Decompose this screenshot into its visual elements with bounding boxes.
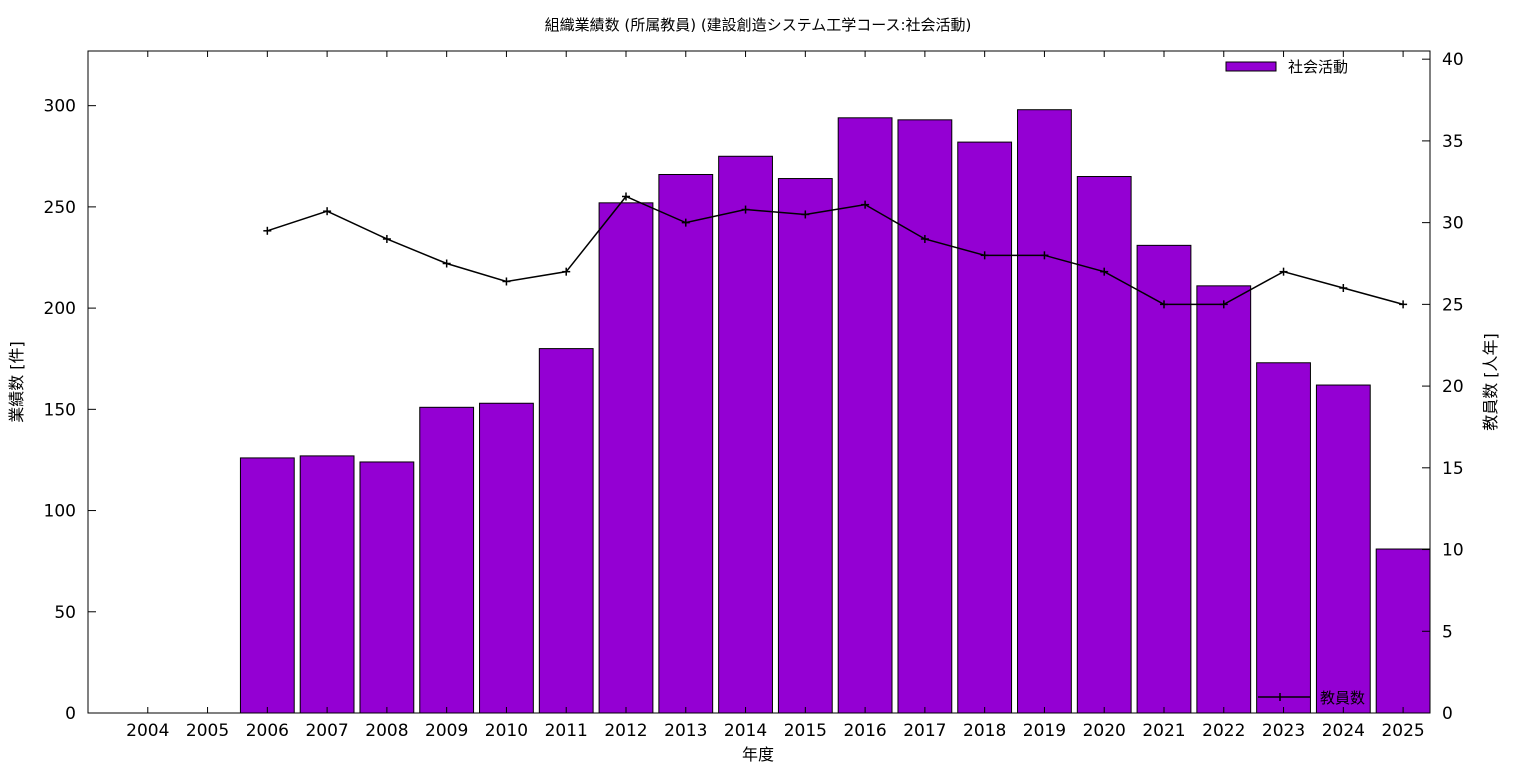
- point-2022: [1219, 300, 1228, 309]
- point-2021: [1159, 300, 1168, 309]
- point-2011: [562, 267, 571, 276]
- y2-axis-title: 教員数 [人年]: [1481, 333, 1500, 431]
- x-tick-label: 2024: [1322, 721, 1365, 741]
- x-tick-label: 2016: [843, 721, 886, 741]
- y2-tick-label: 10: [1442, 541, 1464, 561]
- point-2013: [681, 218, 690, 227]
- bar-2022: [1196, 285, 1252, 714]
- y2-tick-label: 5: [1442, 622, 1453, 642]
- x-tick-label: 2014: [724, 721, 767, 741]
- point-2009: [442, 259, 451, 268]
- x-tick-label: 2010: [485, 721, 528, 741]
- point-2024: [1339, 284, 1348, 293]
- y-tick-label: 100: [44, 502, 76, 522]
- point-2020: [1100, 267, 1109, 276]
- y2-tick-label: 40: [1442, 50, 1464, 70]
- x-tick-label: 2025: [1381, 721, 1424, 741]
- bar-2025: [1375, 548, 1431, 714]
- point-2010: [502, 277, 511, 286]
- bar-2019: [1017, 109, 1072, 714]
- bar-2024: [1315, 384, 1371, 714]
- bar-2011: [538, 348, 594, 714]
- y-axis-title: 業績数 [件]: [7, 341, 26, 423]
- x-tick-label: 2021: [1142, 721, 1185, 741]
- y2-tick-label: 35: [1442, 132, 1464, 152]
- bar-2015: [777, 178, 833, 714]
- x-tick-label: 2009: [425, 721, 468, 741]
- point-2014: [741, 205, 750, 214]
- x-tick-label: 2017: [903, 721, 946, 741]
- x-tick-label: 2005: [186, 721, 229, 741]
- x-tick-label: 2019: [1023, 721, 1066, 741]
- y-tick-label: 0: [65, 704, 76, 724]
- x-tick-label: 2007: [305, 721, 348, 741]
- point-2018: [980, 251, 989, 260]
- y-tick-label: 250: [44, 198, 76, 218]
- x-tick-label: 2004: [126, 721, 169, 741]
- bar-2010: [479, 402, 534, 714]
- legend-item-line: 教員数: [1258, 689, 1365, 707]
- bar-2016: [837, 117, 893, 714]
- bar-2013: [658, 173, 714, 714]
- bars-layer: [239, 109, 1431, 714]
- x-tick-label: 2023: [1262, 721, 1305, 741]
- legend-label-bar: 社会活動: [1288, 58, 1348, 76]
- bar-2009: [419, 406, 475, 714]
- bar-2012: [598, 202, 654, 714]
- point-2023: [1279, 267, 1288, 276]
- line-layer: [263, 192, 1408, 309]
- bar-2020: [1076, 176, 1132, 714]
- y2-tick-label: 25: [1442, 295, 1464, 315]
- point-2007: [323, 207, 332, 216]
- y-tick-label: 300: [44, 97, 76, 117]
- point-2016: [861, 200, 870, 209]
- bar-2023: [1256, 362, 1311, 714]
- y-tick-label: 50: [54, 603, 76, 623]
- point-2019: [1040, 251, 1049, 260]
- point-2012: [621, 192, 630, 201]
- y2-tick-label: 20: [1442, 377, 1464, 397]
- bar-2014: [718, 155, 773, 714]
- plot-frame: [87, 50, 1431, 714]
- x-tick-label: 2013: [664, 721, 707, 741]
- bar-2007: [299, 455, 355, 714]
- bar-2021: [1136, 244, 1192, 714]
- x-tick-label: 2022: [1202, 721, 1245, 741]
- x-tick-label: 2015: [784, 721, 827, 741]
- y-tick-label: 150: [44, 400, 76, 420]
- point-2008: [382, 234, 391, 243]
- point-2017: [920, 234, 929, 243]
- point-2025: [1399, 300, 1408, 309]
- legend-item-bar: 社会活動: [1225, 58, 1348, 76]
- x-tick-label: 2012: [604, 721, 647, 741]
- x-axis-title: 年度: [742, 745, 774, 764]
- x-tick-label: 2018: [963, 721, 1006, 741]
- y2-tick-label: 15: [1442, 459, 1464, 479]
- line-faculty-count: [267, 195, 1404, 306]
- point-2015: [801, 210, 810, 219]
- y2-tick-label: 0: [1442, 704, 1453, 724]
- y2-tick-label: 30: [1442, 214, 1464, 234]
- chart-title: 組織業績数 (所属教員) (建設創造システム工学コース:社会活動): [545, 16, 972, 34]
- x-tick-label: 2006: [246, 721, 289, 741]
- y-tick-label: 200: [44, 299, 76, 319]
- legend-swatch-bar: [1225, 61, 1277, 72]
- x-tick-label: 2020: [1083, 721, 1126, 741]
- x-tick-label: 2008: [365, 721, 408, 741]
- x-tick-label: 2011: [545, 721, 588, 741]
- bar-2006: [239, 457, 295, 714]
- point-2006: [263, 226, 272, 235]
- bar-2017: [897, 119, 953, 714]
- bar-2008: [359, 461, 415, 714]
- legend-label-line: 教員数: [1320, 689, 1365, 707]
- bar-2018: [957, 141, 1013, 714]
